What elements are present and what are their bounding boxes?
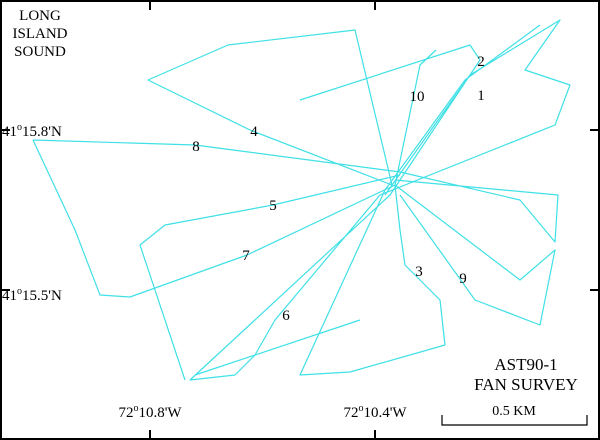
track-label: 7 <box>242 248 250 264</box>
place-label-line: SOUND <box>14 44 66 60</box>
coordinate-degrees: 41 <box>2 124 17 140</box>
degree-symbol: o <box>17 122 22 133</box>
track-label: 2 <box>477 54 485 70</box>
place-label-line: LONG <box>19 8 61 24</box>
track-label: 10 <box>410 89 425 105</box>
track-label: 6 <box>282 308 290 324</box>
track-label: 5 <box>269 198 277 214</box>
coordinate-minutes: 15.5'N <box>22 288 62 304</box>
coordinate-minutes: 10.4'W <box>363 405 407 421</box>
track-label: 4 <box>250 124 258 140</box>
survey-title: AST90-1 FAN SURVEY <box>474 355 578 394</box>
coordinate-label: 72o10.8'W <box>118 403 182 421</box>
track-label: 9 <box>459 271 467 287</box>
title-line: FAN SURVEY <box>474 375 578 394</box>
coordinate-label: 72o10.4'W <box>343 403 407 421</box>
track-labels: 1 2 3 4 5 6 7 8 9 10 <box>192 54 485 324</box>
coordinate-degrees: 72 <box>343 405 358 421</box>
coordinate-label: 41o15.8'N <box>2 122 62 140</box>
coordinate-degrees: 41 <box>2 288 17 304</box>
scale-bar: 0.5 KM <box>441 404 588 426</box>
degree-symbol: o <box>17 286 22 297</box>
coordinate-minutes: 15.8'N <box>22 124 62 140</box>
coordinate-label: 41o15.5'N <box>2 286 62 304</box>
track-label: 8 <box>192 139 200 155</box>
place-label: LONG ISLAND SOUND <box>13 8 68 60</box>
scale-label: 0.5 KM <box>492 404 536 419</box>
track-label: 1 <box>477 88 485 104</box>
degree-symbol: o <box>133 403 138 414</box>
title-line: AST90-1 <box>494 355 557 374</box>
place-label-line: ISLAND <box>13 26 68 42</box>
track-label: 3 <box>415 264 423 280</box>
coordinate-degrees: 72 <box>118 405 133 421</box>
degree-symbol: o <box>358 403 363 414</box>
coordinate-minutes: 10.8'W <box>138 405 182 421</box>
survey-tracks <box>32 19 571 381</box>
